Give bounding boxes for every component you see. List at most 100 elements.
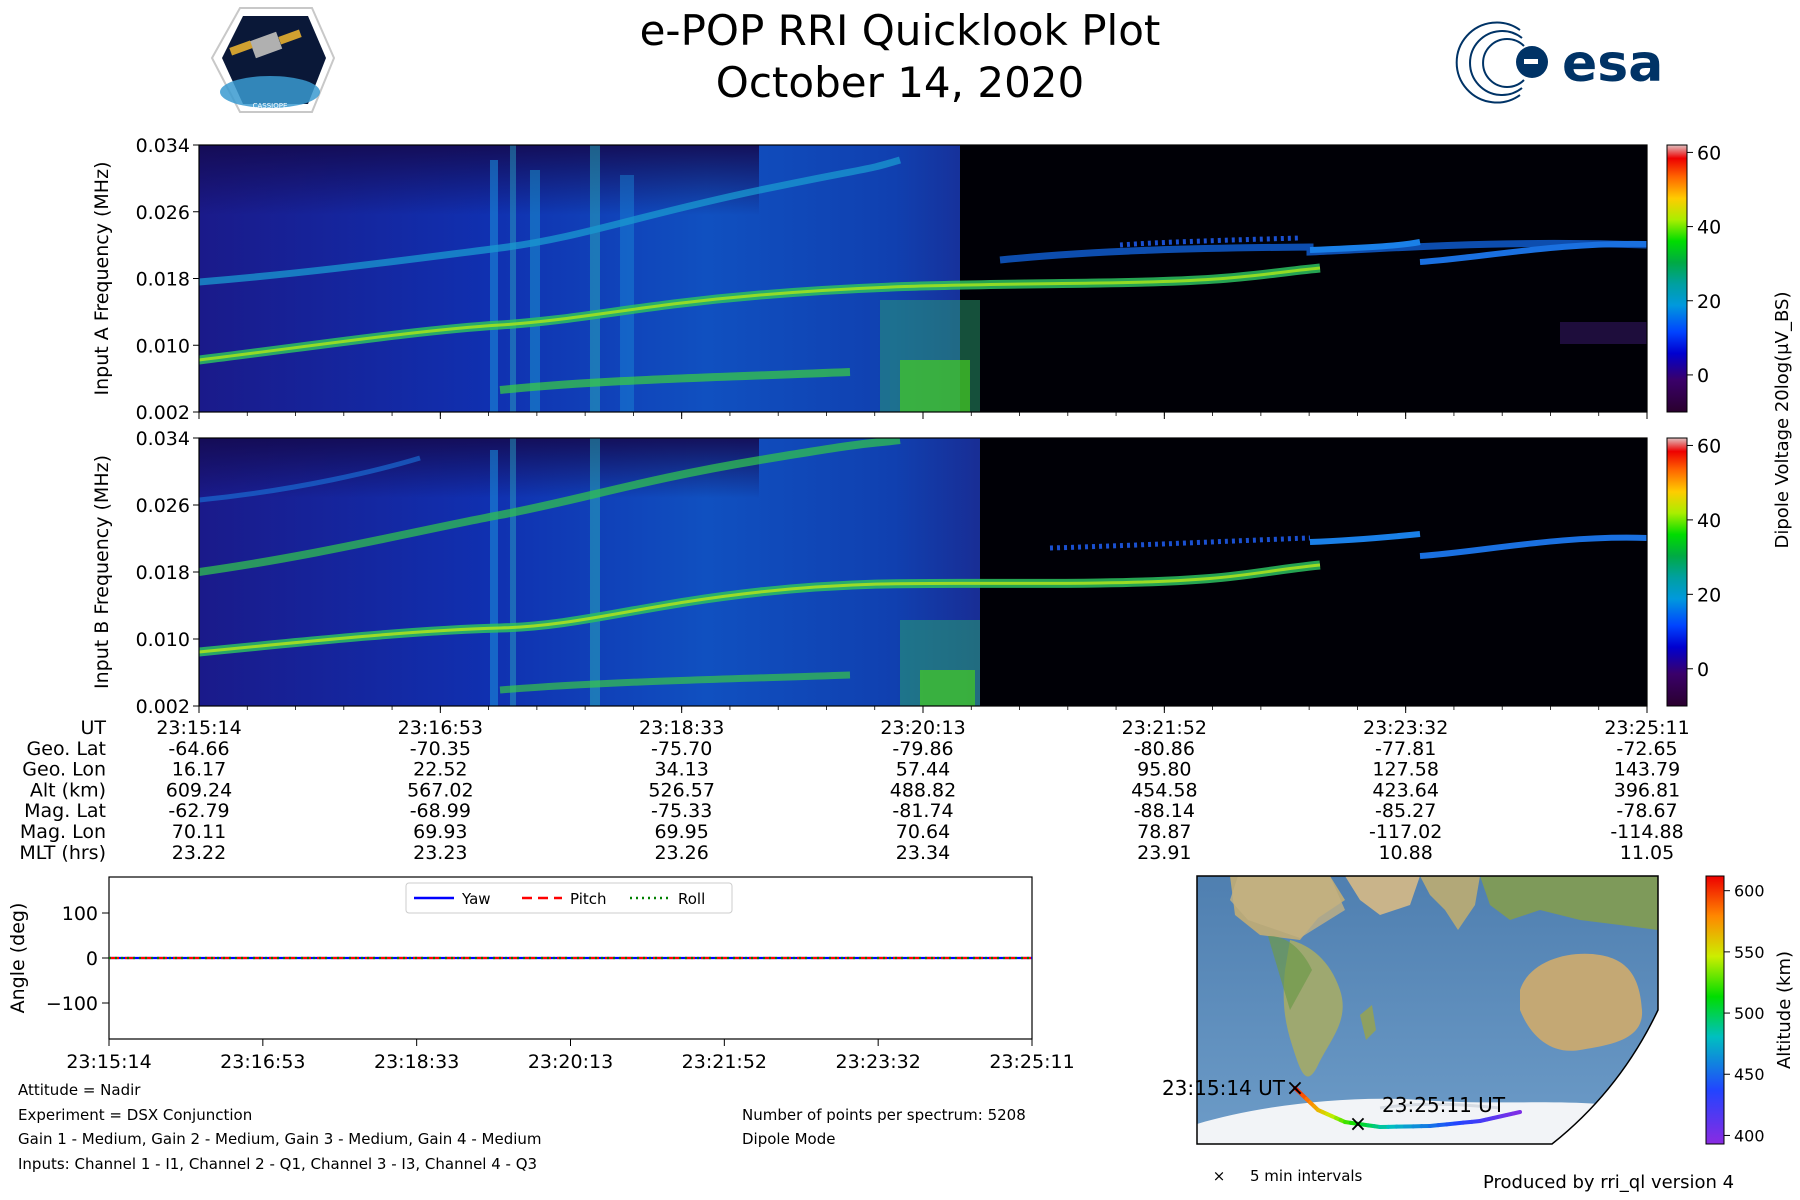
ephemeris-cell: 526.57 (648, 779, 714, 801)
orbit-map: ×× 23:15:14 UT 23:25:11 UT × 5 min inter… (1162, 875, 1659, 1185)
arabia (1345, 876, 1420, 915)
ephemeris-cell: 23:16:53 (398, 717, 483, 739)
attitude-ylabel: Angle (deg) (7, 903, 29, 1014)
ephemeris-cell: 23:25:11 (1604, 717, 1689, 739)
ephemeris-cell: 127.58 (1372, 759, 1438, 781)
ephemeris-cell: 23.26 (654, 842, 708, 864)
inputs-info: Inputs: Channel 1 - I1, Channel 2 - Q1, … (18, 1155, 538, 1173)
ephemeris-cell: 16.17 (172, 759, 226, 781)
ephemeris-cell: 454.58 (1131, 779, 1197, 801)
ephemeris-cell: -88.14 (1134, 800, 1195, 822)
marker-legend-label: 5 min intervals (1250, 1167, 1363, 1185)
ephemeris-cell: 23.22 (172, 842, 226, 864)
altitude-colorbar: 600 550 500 450 400 Altitude (km) (1705, 875, 1795, 1145)
ephemeris-cell: -77.81 (1375, 738, 1436, 760)
y-tick-label: 0.018 (136, 269, 190, 291)
ephemeris-cell: 22.52 (413, 759, 467, 781)
attitude-axes: 23:15:14 23:16:53 23:18:33 23:20:13 23:21:52… (7, 903, 1075, 1073)
y-tick-label: 0.010 (136, 629, 190, 651)
ephemeris-cell: 69.95 (654, 821, 708, 843)
antarctica (1197, 1098, 1658, 1144)
ephemeris-row-label: Mag. Lon (20, 821, 106, 843)
ephemeris-row-label: Geo. Lat (27, 738, 106, 760)
altitude-colorbar-tick-label: 500 (1734, 1004, 1765, 1023)
ephemeris-cell: 423.64 (1372, 779, 1438, 801)
y-tick-label: 0.018 (136, 562, 190, 584)
y-tick-label: 0.002 (136, 402, 190, 424)
attitude-y-tick-label: 0 (86, 948, 98, 970)
ephemeris-row-label: Alt (km) (30, 779, 106, 801)
input-a-spectrogram (198, 144, 1648, 413)
ephemeris-cell: -85.27 (1375, 800, 1436, 822)
ephemeris-row-label: Mag. Lat (24, 800, 106, 822)
ephemeris-cell: 23:18:33 (639, 717, 724, 739)
y-tick-label: 0.034 (136, 428, 190, 450)
ephemeris-cell: -117.02 (1369, 821, 1442, 843)
ephemeris-cell: 23:23:32 (1363, 717, 1448, 739)
attitude-y-tick-label: 100 (62, 903, 98, 925)
produced-by: Produced by rri_ql version 4 (1483, 1172, 1735, 1193)
cassiope-logo: CASSIOPE (210, 7, 336, 113)
ephemeris-cell: -114.88 (1610, 821, 1683, 843)
madagascar (1360, 1005, 1376, 1040)
y-tick-label: 0.010 (136, 335, 190, 357)
five-min-marker: × (1286, 1076, 1304, 1101)
y-tick-label: 0.026 (136, 495, 190, 517)
altitude-colorbar-tick-label: 550 (1734, 943, 1765, 962)
ephemeris-cell: 34.13 (654, 759, 708, 781)
attitude-x-tick-label: 23:25:11 (989, 1051, 1074, 1073)
ephemeris-cell: 23.34 (896, 842, 950, 864)
ephemeris-cell: 70.64 (896, 821, 950, 843)
attitude-info: Attitude = Nadir (18, 1081, 141, 1099)
ephemeris-cell: 78.87 (1137, 821, 1191, 843)
colorbar-a (1666, 144, 1688, 413)
attitude-y-tick-label: −100 (46, 993, 98, 1015)
y-tick-label: 0.026 (136, 202, 190, 224)
altitude-colorbar-tick-label: 600 (1734, 882, 1765, 901)
ephemeris-cell: -68.99 (410, 800, 471, 822)
ephemeris-cell: 23:21:52 (1122, 717, 1207, 739)
ephemeris-cell: -62.79 (168, 800, 229, 822)
ephemeris-cell: 70.11 (172, 821, 226, 843)
orbit-track: ×× (1286, 1076, 1522, 1137)
colorbar-ticks: 60 40 20 0 60 40 20 0 (1687, 142, 1721, 681)
colorbar-tick-label: 20 (1697, 584, 1721, 606)
orbit-start-label: 23:15:14 UT (1162, 1076, 1286, 1100)
australia (1520, 953, 1643, 1051)
colorbar-tick-label: 60 (1697, 435, 1721, 457)
ephemeris-cell: -78.67 (1616, 800, 1677, 822)
ephemeris-cell: 143.79 (1614, 759, 1680, 781)
ephemeris-cell: 11.05 (1620, 842, 1674, 864)
orbit-end-label: 23:25:11 UT (1382, 1093, 1506, 1117)
legend-label-pitch: Pitch (570, 890, 607, 908)
attitude-legend: Yaw Pitch Roll (405, 882, 733, 914)
ephemeris-cell: 609.24 (166, 779, 232, 801)
colorbar-tick-label: 20 (1697, 291, 1721, 313)
ephemeris-cell: -70.35 (410, 738, 471, 760)
spectrogram-ylabel: Input B Frequency (MHz) (91, 455, 113, 689)
ephemeris-cell: 10.88 (1378, 842, 1432, 864)
ephemeris-cell: -72.65 (1616, 738, 1677, 760)
ephemeris-cell: 95.80 (1137, 759, 1191, 781)
attitude-x-tick-label: 23:23:32 (835, 1051, 920, 1073)
legend-label-roll: Roll (678, 890, 705, 908)
ephemeris-cell: -81.74 (892, 800, 953, 822)
southeast-asia (1480, 876, 1658, 930)
ephemeris-cell: 488.82 (890, 779, 956, 801)
ephemeris-cell: -80.86 (1134, 738, 1195, 760)
five-min-marker-icon: × (1213, 1167, 1226, 1185)
cassiope-logo-text: CASSIOPE (253, 102, 288, 110)
altitude-colorbar-label: Altitude (km) (1774, 951, 1795, 1069)
input-a-axes: 0.034 0.026 0.018 0.010 0.002 Input A Frequen… (91, 135, 1648, 424)
ephemeris-cell: 23.23 (413, 842, 467, 864)
colorbar-tick-label: 40 (1697, 217, 1721, 239)
ephemeris-cell: -79.86 (892, 738, 953, 760)
y-tick-label: 0.034 (136, 135, 190, 157)
ephemeris-cell: 23:15:14 (156, 717, 241, 739)
ephemeris-cell: 567.02 (407, 779, 473, 801)
colorbar-tick-label: 0 (1697, 365, 1709, 387)
gain-info: Gain 1 - Medium, Gain 2 - Medium, Gain 3… (18, 1130, 542, 1148)
ephemeris-row-label: MLT (hrs) (19, 842, 106, 864)
